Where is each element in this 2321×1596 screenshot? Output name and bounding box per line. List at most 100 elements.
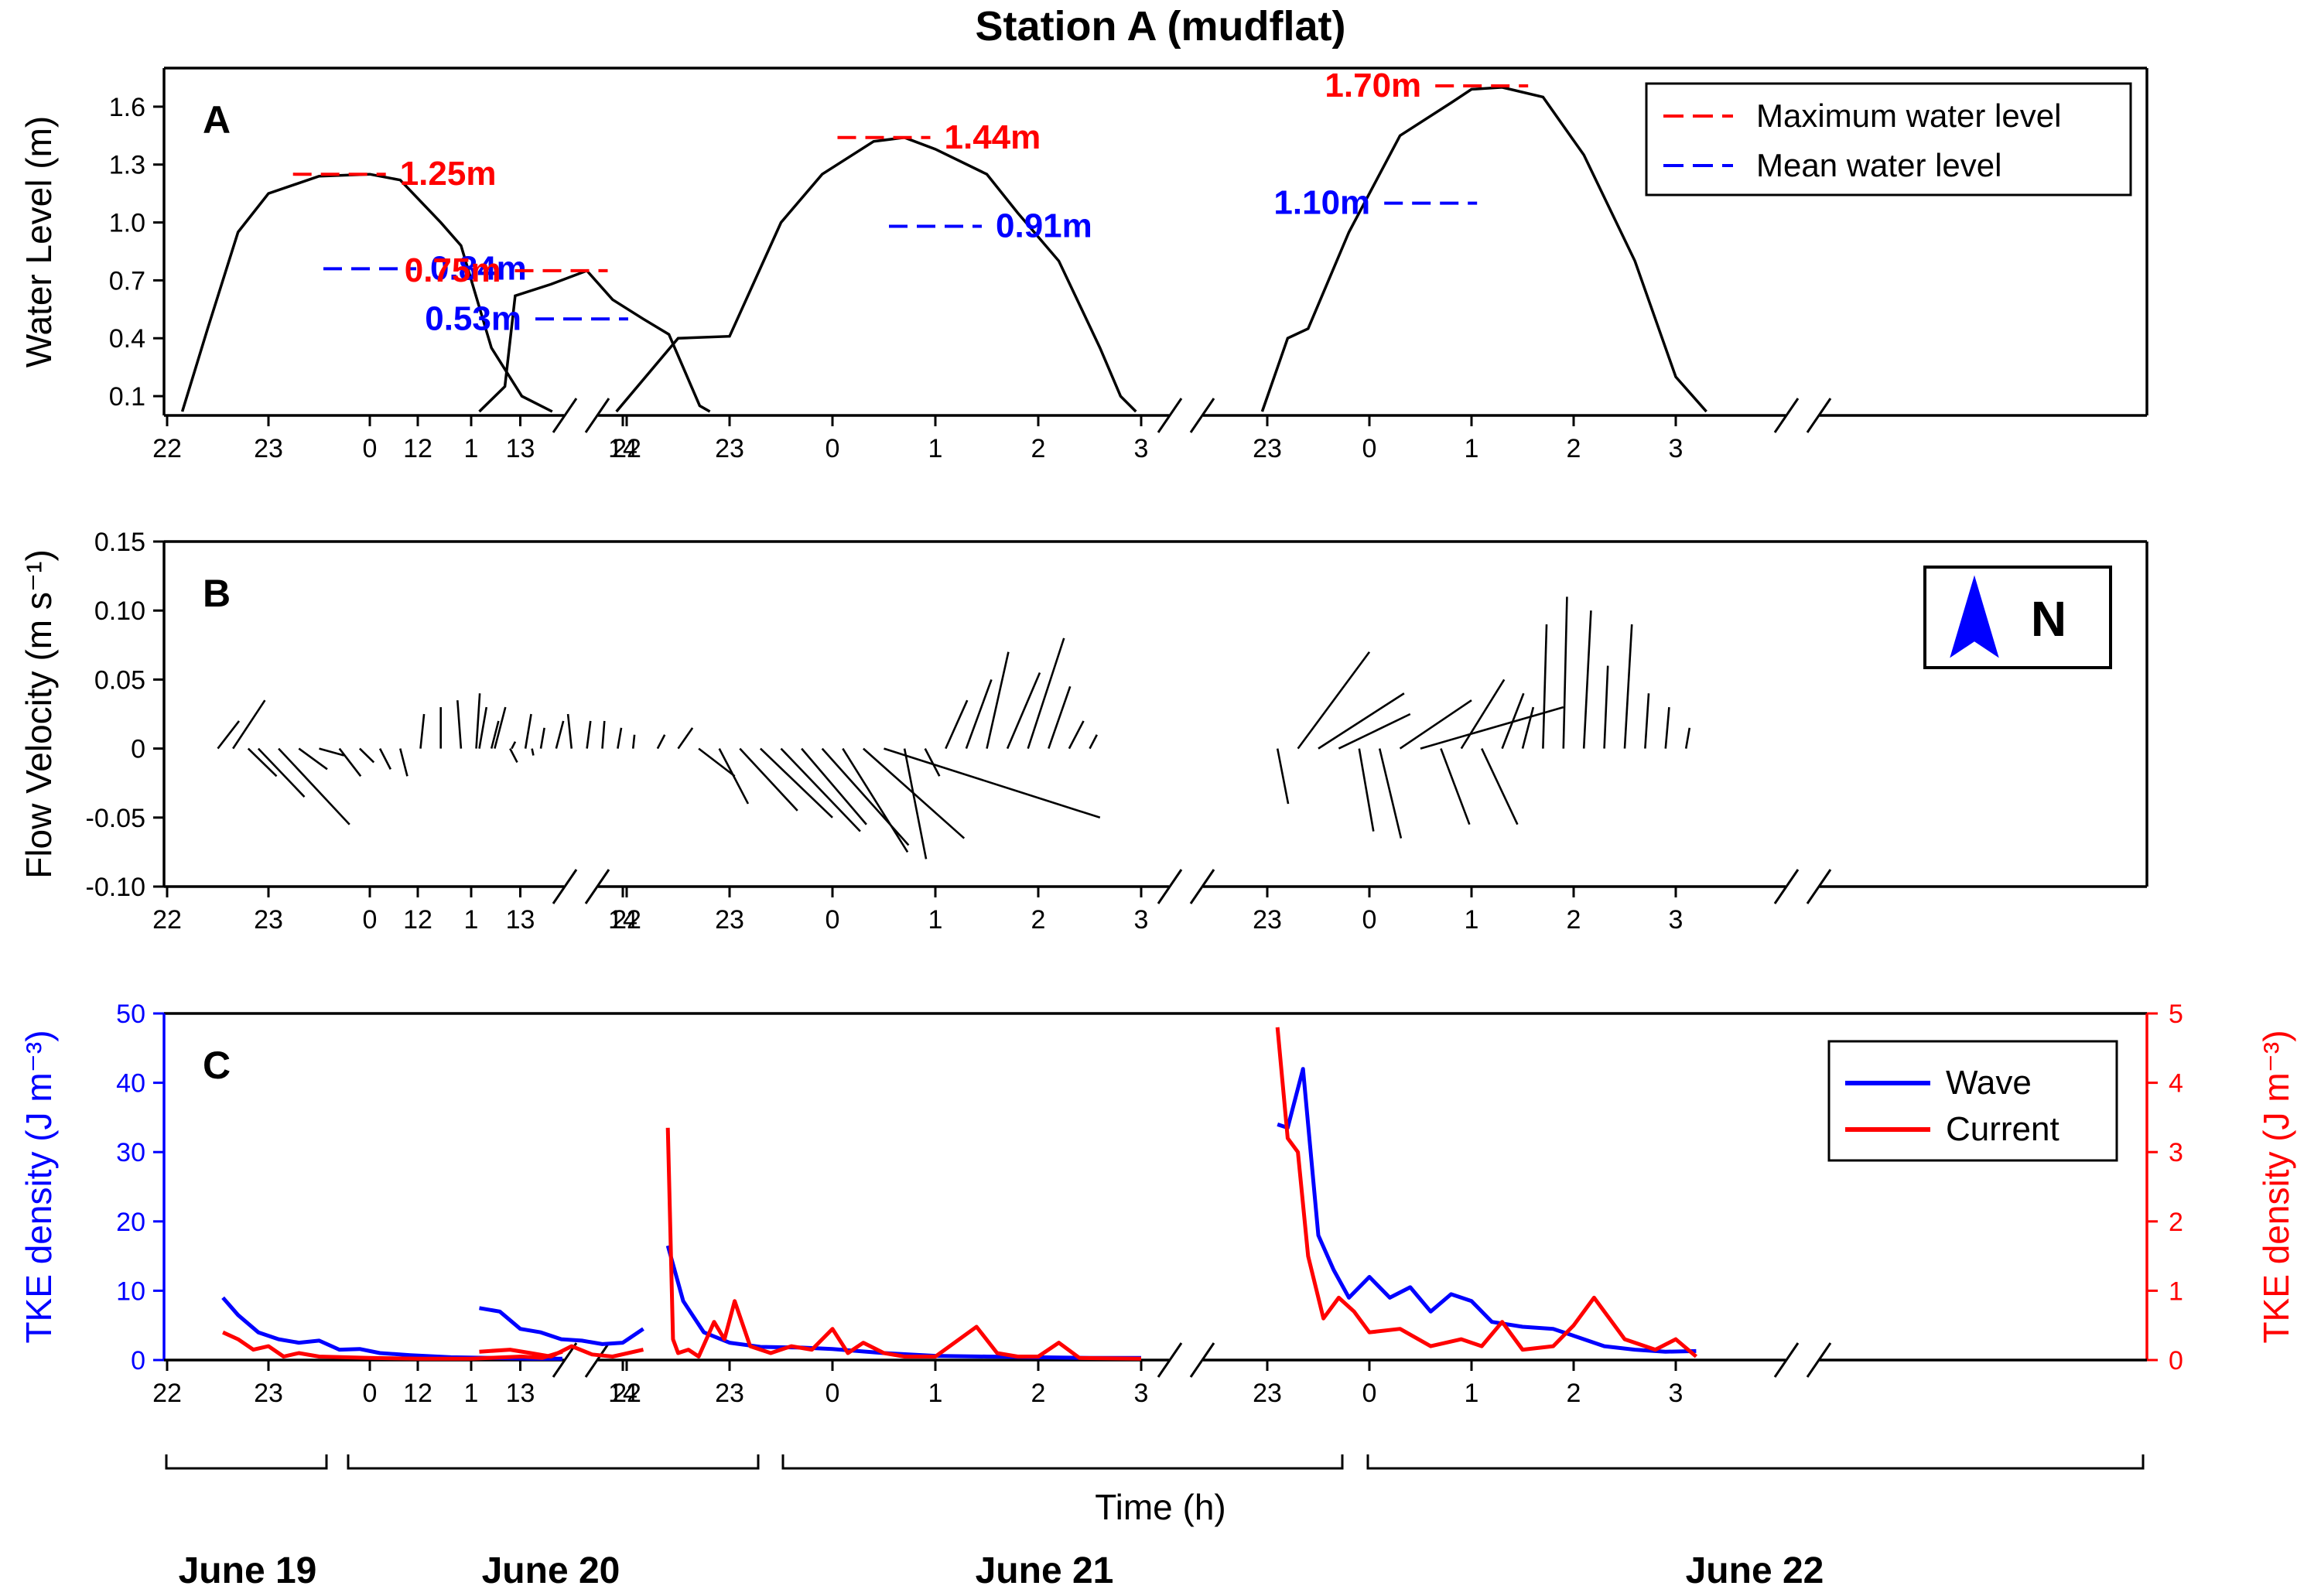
y-tick-label-left: 40	[116, 1069, 145, 1099]
x-tick-label: 14	[608, 1379, 638, 1408]
max-water-level-label: 0.75m	[405, 251, 501, 289]
axis-break-mark	[552, 398, 578, 433]
axis-break-mark	[1189, 1342, 1215, 1378]
velocity-vector	[1318, 692, 1405, 750]
water-level-line	[1260, 86, 1707, 413]
x-tick-label: 1	[928, 1379, 943, 1408]
x-tick-label: 23	[254, 1379, 283, 1408]
x-tick-label: 3	[1134, 1379, 1149, 1408]
velocity-vector	[965, 678, 993, 750]
x-tick-label: 0	[363, 434, 378, 463]
y-tick-label-left: 20	[116, 1208, 145, 1237]
velocity-vector	[1664, 706, 1670, 749]
velocity-vector	[1089, 734, 1098, 750]
x-tick-label: 3	[1669, 1379, 1683, 1408]
x-tick-label: 22	[152, 905, 182, 935]
x-tick-label: 2	[1031, 905, 1046, 935]
x-tick-label: 1	[464, 1379, 479, 1408]
velocity-vector	[1481, 748, 1519, 825]
x-tick-label: 3	[1669, 434, 1683, 463]
water-level-line	[615, 136, 1137, 413]
x-tick-label: 23	[715, 1379, 744, 1408]
current-tke-line	[1275, 1027, 1698, 1358]
x-tick-label: 0	[1362, 905, 1377, 935]
velocity-vector	[1338, 713, 1411, 750]
panel-c-right-y-axis-label: TKE density (J m⁻³)	[2256, 1030, 2296, 1343]
velocity-vector	[247, 747, 278, 777]
axis-break-mark	[584, 869, 610, 904]
velocity-vector	[1542, 624, 1548, 749]
x-tick-label: 0	[363, 905, 378, 935]
max-water-level-label: 1.70m	[1325, 67, 1421, 104]
mean-water-level-label: 0.84m	[430, 249, 527, 287]
velocity-vector	[601, 720, 606, 749]
velocity-vector	[494, 706, 507, 749]
y-tick-label-right: 3	[2169, 1138, 2183, 1167]
legend-label: Wave	[1946, 1064, 2032, 1102]
y-tick-label-left: 0	[131, 1346, 145, 1376]
y-tick-label-left: 50	[116, 1000, 145, 1029]
y-tick-label-right: 1	[2169, 1276, 2183, 1306]
axis-break-mark	[1806, 869, 1832, 904]
x-tick-label: 0	[363, 1379, 378, 1408]
velocity-vector	[656, 734, 666, 750]
velocity-vector	[1460, 678, 1506, 750]
velocity-vector	[739, 747, 798, 812]
date-label: June 20	[482, 1550, 620, 1591]
y-tick-label: 0.10	[94, 596, 145, 626]
axis-break-mark	[1806, 398, 1832, 433]
axis-break-mark	[1157, 1342, 1183, 1378]
y-tick-label: 0.15	[94, 528, 145, 557]
date-label: June 19	[179, 1550, 317, 1591]
velocity-vector	[801, 747, 867, 825]
x-tick-label: 2	[1567, 434, 1581, 463]
x-tick-label: 3	[1134, 905, 1149, 935]
panel-letter-A: A	[203, 98, 231, 142]
velocity-vector	[298, 747, 328, 771]
velocity-vector	[1501, 692, 1525, 750]
velocity-vector	[509, 748, 518, 764]
x-tick-label: 1	[464, 434, 479, 463]
velocity-vector	[1623, 624, 1633, 749]
velocity-vector	[924, 747, 941, 777]
x-tick-label: 3	[1669, 905, 1683, 935]
legend-box	[1645, 82, 2132, 197]
x-tick-label: 12	[403, 1379, 432, 1408]
panel-c-legend: Wave Current	[1827, 1040, 2118, 1162]
axis-break-mark	[1773, 398, 1800, 433]
velocity-vector	[1276, 748, 1290, 805]
current-tke-line	[479, 1344, 644, 1358]
axis-break-mark	[584, 398, 610, 433]
velocity-vector	[524, 713, 532, 749]
max-water-level-label: 1.44m	[945, 118, 1041, 156]
velocity-vector	[278, 747, 350, 825]
x-tick-label: 2	[1031, 1379, 1046, 1408]
figure-title: Station A (mudflat)	[976, 3, 1346, 50]
y-tick-label: 0.05	[94, 665, 145, 695]
north-arrow-icon	[1950, 575, 1999, 658]
y-tick-label-left: 10	[116, 1276, 145, 1306]
date-bracket	[347, 1454, 760, 1470]
x-tick-label: 13	[506, 1379, 535, 1408]
x-tick-label: 0	[826, 434, 840, 463]
y-tick-label: 0.7	[109, 266, 145, 296]
wave-tke-line	[1277, 1067, 1697, 1354]
panel-a-y-axis-label: Water Level (m)	[19, 116, 59, 367]
velocity-vector	[718, 747, 750, 805]
velocity-vector	[1006, 672, 1041, 750]
date-label: June 22	[1686, 1550, 1824, 1591]
y-tick-label: 1.6	[109, 93, 145, 122]
current-tke-line	[222, 1330, 563, 1361]
wave-tke-line	[479, 1306, 644, 1346]
velocity-vector	[617, 727, 623, 749]
date-bracket	[781, 1454, 1344, 1470]
x-tick-label: 0	[1362, 1379, 1377, 1408]
x-tick-label: 0	[1362, 434, 1377, 463]
x-tick-label: 3	[1134, 434, 1149, 463]
current-tke-line	[665, 1127, 1142, 1361]
velocity-vector	[1644, 693, 1650, 749]
velocity-vector	[1420, 706, 1564, 750]
legend-label: Maximum water level	[1756, 97, 2061, 134]
velocity-vector	[698, 747, 736, 777]
axis-break-mark	[1773, 1342, 1800, 1378]
